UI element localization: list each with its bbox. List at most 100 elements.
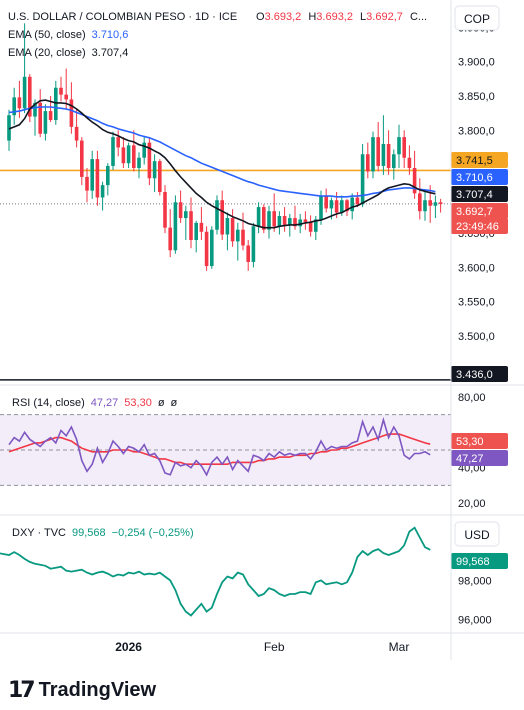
candle[interactable]	[282, 207, 287, 232]
candle[interactable]	[106, 163, 110, 196]
candle[interactable]	[121, 137, 126, 168]
candle[interactable]	[142, 135, 146, 165]
candle[interactable]	[28, 74, 32, 123]
candle[interactable]	[220, 190, 224, 240]
candle[interactable]	[147, 138, 152, 186]
candle[interactable]	[7, 109, 11, 151]
main-pane[interactable]: 3.950,03.900,03.850,03.800,03.650,03.600…	[0, 0, 524, 384]
candle[interactable]	[158, 159, 162, 196]
candle[interactable]	[152, 154, 157, 192]
candle[interactable]	[402, 130, 406, 168]
candle[interactable]	[428, 185, 432, 223]
candle[interactable]	[256, 202, 261, 234]
candle[interactable]	[116, 130, 120, 157]
candle[interactable]	[423, 190, 427, 221]
dxy-pane[interactable]: 98,000 96,000 99,568 DXY · TVC 99,568 −0,25…	[0, 521, 508, 626]
candle[interactable]	[303, 211, 308, 230]
candle[interactable]	[236, 222, 240, 261]
ema20-legend[interactable]: EMA (20, close) 3.707,4	[8, 47, 128, 59]
candle[interactable]	[412, 150, 417, 199]
candle[interactable]	[397, 124, 401, 168]
candle[interactable]	[168, 209, 172, 258]
candle[interactable]	[308, 215, 313, 237]
candle[interactable]	[230, 209, 235, 247]
candle[interactable]	[12, 87, 16, 125]
ema50-legend[interactable]: EMA (50, close) 3.710,6	[8, 29, 128, 41]
candle[interactable]	[199, 207, 204, 240]
candle[interactable]	[293, 205, 297, 230]
candle[interactable]	[324, 188, 328, 213]
candle[interactable]	[38, 89, 42, 138]
ema20-line[interactable]	[8, 99, 436, 229]
currency-button[interactable]: COP	[454, 5, 500, 31]
candle[interactable]	[386, 130, 391, 175]
candle[interactable]	[43, 104, 48, 141]
price-badge-text: 3.436,0	[456, 369, 493, 381]
dxy-line[interactable]	[0, 526, 431, 617]
candle[interactable]	[392, 149, 396, 180]
candle[interactable]	[272, 193, 276, 232]
candle[interactable]	[262, 204, 266, 234]
rsi-legend[interactable]: RSI (14, close) 47,27 53,30 ø ø	[12, 397, 178, 409]
candle[interactable]	[371, 131, 375, 179]
candle[interactable]	[126, 142, 131, 168]
price-badge: 3.436,0	[451, 366, 508, 382]
candle[interactable]	[366, 142, 370, 179]
candle[interactable]	[381, 115, 386, 175]
candle-body	[371, 137, 375, 172]
candle[interactable]	[59, 76, 63, 102]
candle[interactable]	[85, 168, 89, 203]
dxy-currency-button[interactable]: USD	[454, 521, 500, 547]
candle-body	[360, 154, 365, 205]
candle[interactable]	[376, 122, 380, 172]
candle[interactable]	[210, 226, 214, 269]
candle[interactable]	[225, 212, 230, 251]
ema50-line[interactable]	[8, 106, 436, 198]
candle[interactable]	[433, 195, 438, 219]
candle[interactable]	[100, 181, 105, 211]
candle[interactable]	[80, 137, 84, 186]
candle[interactable]	[173, 195, 178, 254]
candle[interactable]	[178, 190, 183, 223]
candle[interactable]	[111, 131, 115, 171]
candle[interactable]	[277, 211, 282, 235]
candle[interactable]	[90, 150, 94, 199]
candlestick-series[interactable]	[7, 23, 443, 271]
price-badge-text: 3.710,6	[456, 172, 493, 184]
candle[interactable]	[438, 198, 443, 213]
candle[interactable]	[194, 220, 198, 253]
candle[interactable]	[22, 23, 27, 114]
candle[interactable]	[418, 178, 422, 220]
candle[interactable]	[267, 205, 271, 239]
open-value: 3.693,2	[265, 11, 302, 23]
candle[interactable]	[137, 152, 141, 179]
dxy-legend[interactable]: DXY · TVC 99,568 −0,254 (−0,25%)	[12, 527, 194, 539]
candle[interactable]	[241, 212, 245, 251]
candle[interactable]	[74, 108, 79, 148]
tradingview-logo[interactable]: 17 TradingView	[8, 676, 156, 704]
candle[interactable]	[48, 96, 53, 123]
candle[interactable]	[251, 222, 256, 268]
candle[interactable]	[345, 198, 349, 216]
candle[interactable]	[215, 195, 219, 235]
candle[interactable]	[355, 192, 360, 208]
candle[interactable]	[360, 144, 365, 208]
rsi-ma-line[interactable]	[8, 433, 431, 465]
candle[interactable]	[33, 99, 37, 136]
candle-body	[163, 192, 167, 228]
candle[interactable]	[163, 185, 167, 234]
candle[interactable]	[95, 150, 100, 206]
candle[interactable]	[189, 197, 193, 249]
candle[interactable]	[407, 145, 412, 175]
candle[interactable]	[132, 130, 136, 172]
price-badge-text: 3.707,4	[456, 189, 493, 201]
candle[interactable]	[69, 82, 74, 134]
candle[interactable]	[204, 226, 209, 271]
rsi-line[interactable]	[8, 416, 431, 477]
candle[interactable]	[246, 240, 250, 271]
candle[interactable]	[184, 205, 188, 240]
time-axis-labels[interactable]: 2026 Feb Mar	[115, 640, 409, 654]
